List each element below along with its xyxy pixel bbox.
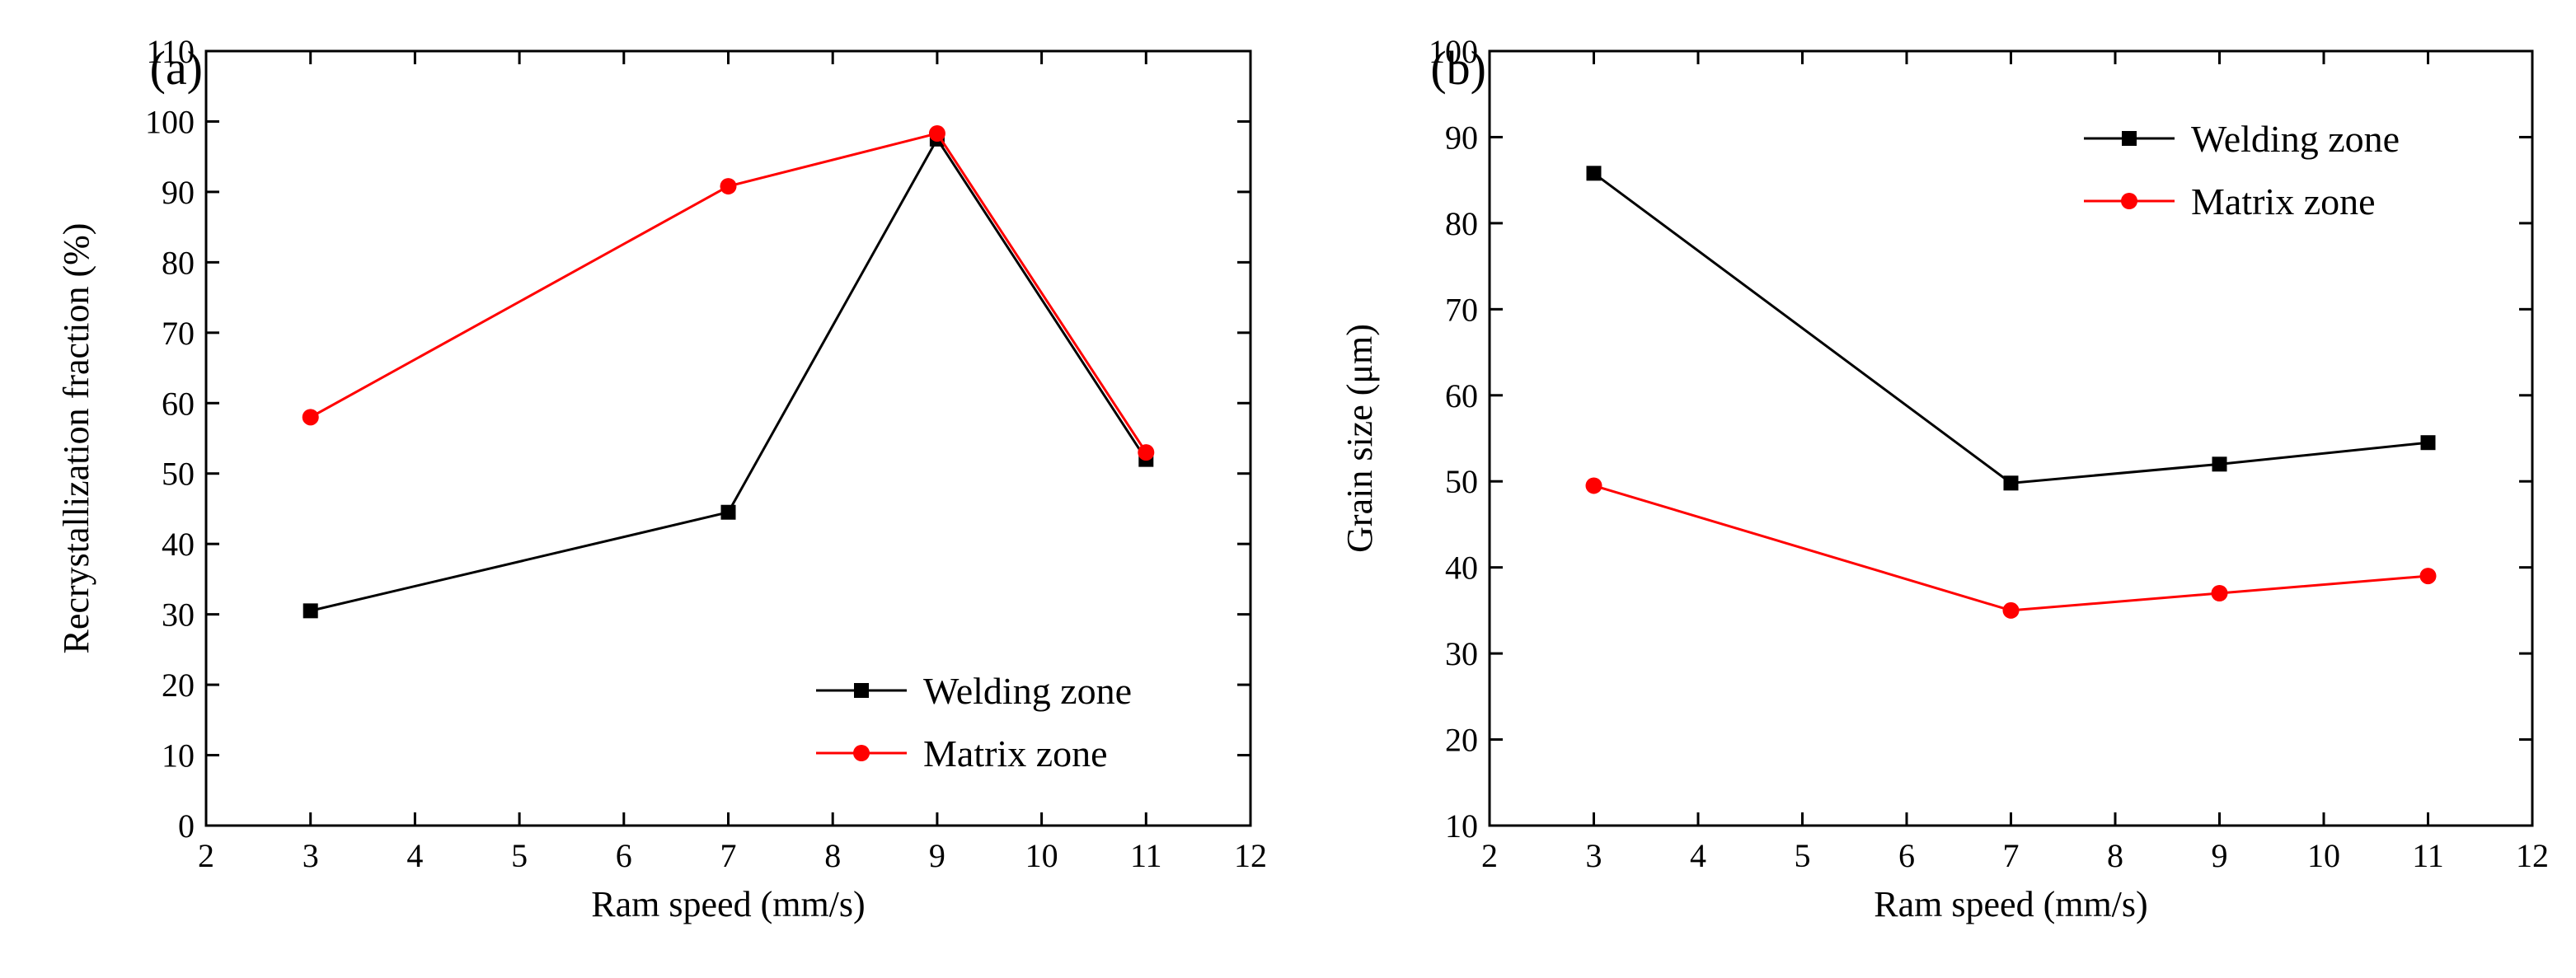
y-tick-label: 20 (1445, 722, 1478, 759)
legend-marker (2122, 131, 2137, 146)
data-point (2212, 456, 2227, 472)
x-axis-title: Ram speed (mm/s) (591, 884, 865, 924)
series-matrix-zone (302, 124, 1155, 461)
y-tick-label: 40 (162, 526, 195, 563)
x-tick-label: 2 (1481, 837, 1498, 874)
x-tick-label: 7 (2003, 837, 2020, 874)
y-tick-label: 30 (162, 597, 195, 634)
x-axis-title: Ram speed (mm/s) (1874, 884, 2147, 924)
y-tick-label: 40 (1445, 550, 1478, 587)
data-point (928, 124, 945, 142)
legend: Welding zone Matrix zone (816, 670, 1132, 774)
data-point (720, 178, 737, 195)
x-tick-label: 4 (1690, 837, 1706, 874)
legend-label: Welding zone (2191, 118, 2400, 160)
y-tick-label: 60 (1445, 377, 1478, 414)
x-tick-label: 11 (2412, 837, 2444, 874)
panel-label: (b) (1430, 41, 1486, 95)
y-tick-label: 50 (1445, 463, 1478, 500)
x-tick-label: 3 (303, 837, 319, 874)
data-point (2419, 568, 2437, 585)
y-tick-label: 90 (162, 174, 195, 211)
y-tick-label: 60 (162, 385, 195, 422)
y-tick-label: 30 (1445, 635, 1478, 672)
x-tick-label: 7 (720, 837, 737, 874)
data-point (2003, 475, 2019, 491)
y-tick-label: 50 (162, 456, 195, 493)
x-tick-label: 8 (824, 837, 841, 874)
x-tick-label: 4 (406, 837, 423, 874)
data-point (2420, 435, 2436, 451)
x-tick-label: 6 (616, 837, 632, 874)
x-tick-label: 11 (1130, 837, 1162, 874)
x-tick-label: 3 (1586, 837, 1602, 874)
series-matrix-zone (1585, 477, 2437, 619)
x-tick-label: 12 (2516, 837, 2549, 874)
y-tick-label: 110 (146, 33, 195, 70)
data-point (302, 409, 319, 426)
y-tick-label: 10 (162, 737, 195, 774)
y-tick-label: 70 (162, 315, 195, 352)
y-axis-title: Grain size (μm) (1340, 324, 1380, 553)
data-point (1585, 477, 1602, 494)
y-tick-label: 20 (162, 667, 195, 704)
y-tick-label: 0 (178, 807, 195, 845)
data-point (2211, 585, 2228, 601)
legend-marker (854, 683, 869, 698)
data-point (720, 504, 736, 520)
x-tick-label: 2 (198, 837, 214, 874)
data-point (2002, 601, 2020, 619)
series-welding-zone (1586, 166, 2436, 491)
x-tick-label: 10 (2307, 837, 2340, 874)
series-line (309, 132, 1147, 453)
data-point (1586, 166, 1602, 181)
y-tick-label: 80 (162, 244, 195, 281)
data-point (1138, 444, 1155, 461)
x-tick-label: 10 (1025, 837, 1058, 874)
x-tick-label: 5 (1795, 837, 1811, 874)
series-line (310, 136, 1147, 612)
legend-marker (853, 745, 870, 761)
x-tick-label: 12 (1234, 837, 1267, 874)
y-tick-label: 10 (1445, 807, 1478, 845)
y-axis-title: Recrystallization fraction (%) (56, 223, 96, 654)
y-tick-label: 100 (145, 103, 195, 140)
legend-label: Welding zone (923, 670, 1132, 712)
y-tick-label: 90 (1445, 119, 1478, 156)
chart-panel-a: 2 3 4 5 6 7 8 9 10 11 12 0 10 20 30 40 50 60 70 80 90 100 110 R… (56, 33, 1267, 924)
series-line (1593, 172, 2428, 484)
series-line (1593, 484, 2428, 612)
legend-label: Matrix zone (2191, 180, 2376, 222)
legend-label: Matrix zone (923, 732, 1108, 774)
chart-panel-b: 2 3 4 5 6 7 8 9 10 11 12 10 20 30 40 50 60 70 80 90 100 Ram s… (1340, 33, 2549, 924)
x-tick-label: 5 (511, 837, 528, 874)
y-tick-label: 100 (1429, 33, 1478, 70)
legend-marker (2121, 193, 2137, 209)
legend: Welding zone Matrix zone (2084, 118, 2400, 222)
x-tick-label: 8 (2107, 837, 2123, 874)
x-tick-label: 6 (1898, 837, 1915, 874)
x-tick-label: 9 (2212, 837, 2228, 874)
panel-label: (a) (150, 41, 203, 95)
y-tick-label: 70 (1445, 291, 1478, 328)
y-tick-label: 80 (1445, 205, 1478, 242)
x-tick-label: 9 (929, 837, 945, 874)
data-point (303, 603, 318, 619)
